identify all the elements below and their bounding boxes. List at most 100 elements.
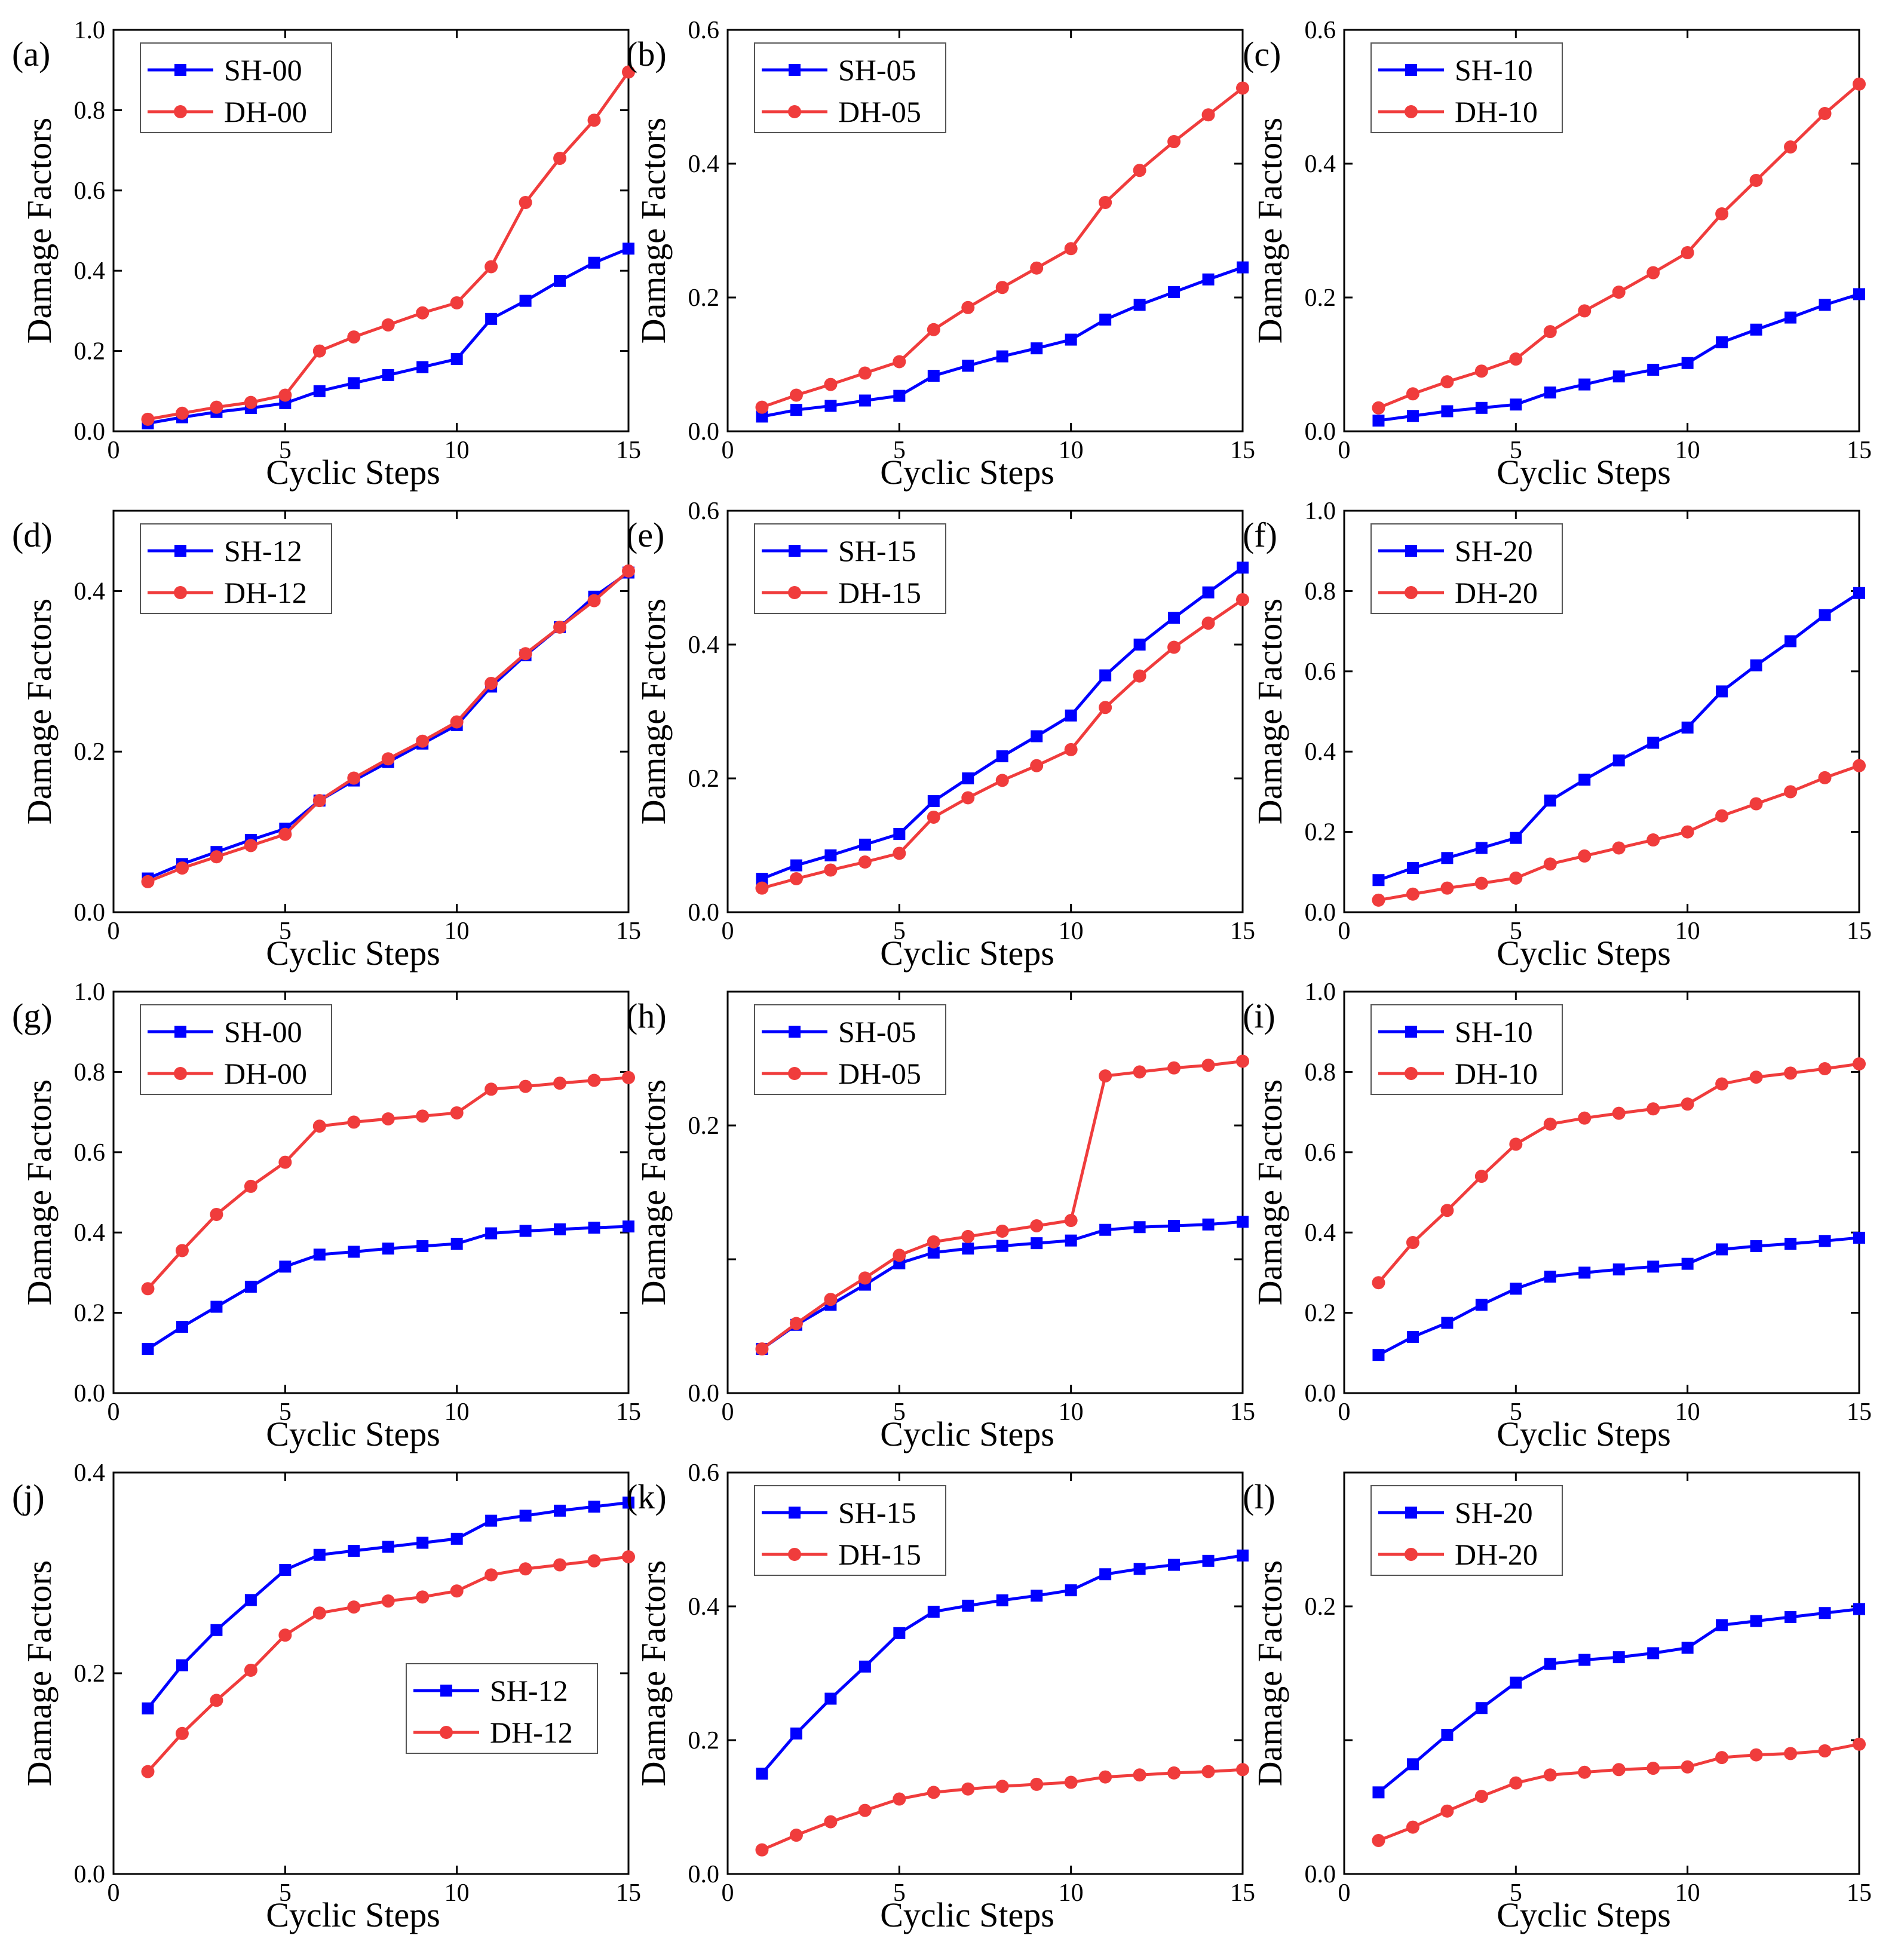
y-tick-label: 0.0 <box>1305 1861 1336 1888</box>
data-point <box>1646 266 1660 280</box>
data-point <box>995 774 1009 787</box>
panel-label: (d) <box>12 516 53 554</box>
data-point <box>175 406 189 420</box>
data-point <box>1578 1266 1591 1279</box>
y-tick-label: 0.0 <box>688 899 720 927</box>
data-point <box>1406 410 1419 422</box>
data-point <box>1646 833 1660 847</box>
data-point <box>1578 774 1591 786</box>
data-point <box>587 1073 601 1087</box>
data-point <box>1543 857 1557 871</box>
x-tick-label: 10 <box>1675 918 1700 945</box>
data-point <box>893 827 906 840</box>
y-tick-label: 0.6 <box>74 1139 106 1167</box>
y-tick-label: 0.2 <box>74 338 106 366</box>
x-tick-label: 10 <box>1059 1398 1084 1426</box>
legend-label: SH-15 <box>838 1496 916 1529</box>
data-point <box>1474 1790 1488 1803</box>
data-point <box>416 361 429 373</box>
x-axis-label: Cyclic Steps <box>1497 1415 1671 1453</box>
legend-label: SH-10 <box>1455 1015 1533 1048</box>
data-point <box>1372 1786 1385 1799</box>
data-point <box>1133 299 1146 311</box>
y-axis-label: Damage Factors <box>634 118 673 343</box>
data-point <box>1475 1702 1488 1714</box>
data-point <box>1099 701 1112 714</box>
chart-panel-9: 0 5 10 15 0.0 0.2 0.4 0.6 0.8 1.0 Cyclic Steps Dama… <box>1243 979 1872 1453</box>
data-point <box>278 388 292 402</box>
data-point <box>1544 387 1556 399</box>
data-point <box>1578 849 1592 863</box>
legend-label: SH-05 <box>838 1015 916 1048</box>
data-point <box>1544 1271 1556 1283</box>
y-tick-label: 0.6 <box>688 1459 720 1487</box>
data-point <box>553 1076 567 1090</box>
x-tick-label: 0 <box>1338 437 1351 464</box>
data-point <box>996 1240 1008 1252</box>
data-point <box>1168 1559 1180 1571</box>
legend: SH-10 DH-10 <box>1370 42 1563 133</box>
data-point <box>1201 108 1215 122</box>
data-point <box>381 752 395 766</box>
chart-panel-3: 0 5 10 15 0.0 0.2 0.4 0.6 Cyclic Steps Damage Fac… <box>1243 17 1872 492</box>
y-tick-label: 0.8 <box>1305 1059 1336 1086</box>
data-point <box>858 1803 872 1817</box>
y-tick-label: 0.0 <box>1305 1380 1336 1407</box>
x-tick-label: 5 <box>279 1879 292 1907</box>
x-tick-label: 15 <box>1230 1879 1255 1907</box>
data-point <box>176 1659 188 1671</box>
legend-marker <box>788 1548 801 1561</box>
legend-marker <box>789 1507 801 1519</box>
data-point <box>1372 1276 1385 1290</box>
data-point <box>893 846 906 860</box>
data-point <box>279 1260 292 1273</box>
data-point <box>756 1768 768 1780</box>
data-point <box>1612 754 1625 766</box>
y-axis-label: Damage Factors <box>634 1560 673 1786</box>
data-point <box>1202 273 1215 286</box>
data-point <box>348 377 360 389</box>
series-SH-15 <box>756 562 1249 885</box>
data-point <box>1544 1658 1556 1670</box>
x-tick-label: 5 <box>279 1398 292 1426</box>
data-point <box>1372 415 1385 427</box>
data-point <box>1784 635 1797 648</box>
panel-label: (g) <box>12 996 53 1035</box>
data-point <box>1133 1768 1146 1782</box>
data-point <box>1441 1317 1454 1329</box>
data-point <box>1543 325 1557 339</box>
x-tick-label: 10 <box>1675 1879 1700 1907</box>
data-point <box>961 1782 975 1796</box>
y-tick-label: 0.6 <box>74 177 106 205</box>
data-point <box>1372 874 1385 887</box>
y-tick-label: 0.0 <box>1305 418 1336 446</box>
data-point <box>141 875 155 888</box>
y-tick-label: 0.2 <box>688 1112 720 1140</box>
panel-label: (l) <box>1243 1477 1275 1516</box>
data-point <box>1064 1775 1078 1789</box>
data-point <box>450 1532 463 1545</box>
data-point <box>790 404 802 416</box>
y-axis-label: Damage Factors <box>1250 599 1289 824</box>
data-point <box>278 1628 292 1642</box>
legend-box <box>754 1004 946 1095</box>
data-point <box>210 1624 223 1636</box>
y-tick-label: 0.8 <box>74 97 106 124</box>
data-point <box>279 1563 292 1576</box>
series-line <box>147 571 630 880</box>
data-point <box>1030 261 1044 275</box>
data-point <box>1133 1563 1146 1575</box>
x-tick-label: 10 <box>444 437 470 464</box>
data-point <box>1237 1216 1249 1228</box>
data-point <box>1099 313 1112 326</box>
data-point <box>554 1504 566 1517</box>
legend-marker <box>788 586 801 599</box>
data-point <box>824 378 838 391</box>
series-DH-10 <box>1372 77 1866 415</box>
data-point <box>587 114 601 127</box>
data-point <box>142 1343 154 1355</box>
x-tick-label: 5 <box>1510 437 1522 464</box>
data-point <box>485 260 498 274</box>
data-point <box>1578 1765 1592 1779</box>
data-point <box>210 1300 223 1313</box>
